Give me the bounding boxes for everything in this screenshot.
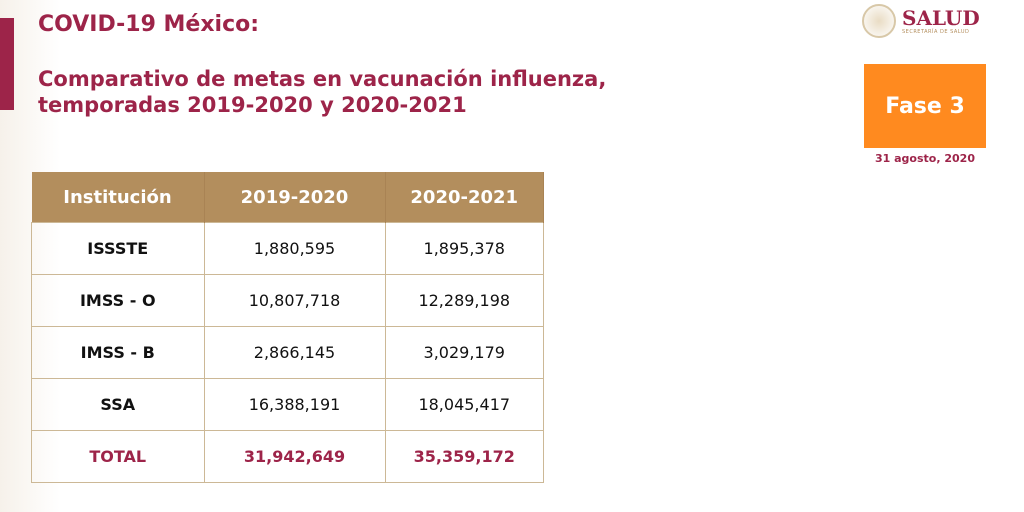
cell: 1,880,595 (203, 222, 386, 275)
table-header: Institución 2019-2020 2020-2021 (31, 172, 544, 223)
page-title: COVID-19 México: (38, 12, 260, 37)
cell: 10,807,718 (203, 274, 386, 327)
salud-logo: SALUD SECRETARÍA DE SALUD (862, 4, 980, 38)
cell: 16,388,191 (203, 378, 386, 431)
logo-name: SALUD (902, 6, 980, 30)
cell: IMSS - B (31, 326, 205, 379)
cell: 18,045,417 (384, 378, 544, 431)
cell: ISSSTE (31, 222, 205, 275)
table-row: IMSS - O 10,807,718 12,289,198 (31, 274, 544, 327)
page-subtitle: Comparativo de metas en vacunación influ… (38, 67, 607, 117)
cell: SSA (31, 378, 205, 431)
cell: 31,942,649 (203, 430, 386, 483)
header-cell: 2020-2021 (385, 172, 544, 223)
phase-badge: Fase 3 (864, 64, 986, 148)
vaccination-table: Institución 2019-2020 2020-2021 ISSSTE 1,… (31, 172, 544, 483)
header-cell: Institución (31, 172, 205, 223)
header-cell: 2019-2020 (204, 172, 386, 223)
accent-bar (0, 18, 14, 110)
date-label: 31 agosto, 2020 (875, 152, 975, 165)
cell: 35,359,172 (384, 430, 544, 483)
cell: 12,289,198 (384, 274, 544, 327)
seal-icon (862, 4, 896, 38)
table-row: IMSS - B 2,866,145 3,029,179 (31, 326, 544, 379)
cell: 2,866,145 (203, 326, 386, 379)
logo-sub: SECRETARÍA DE SALUD (902, 29, 970, 35)
cell: 3,029,179 (384, 326, 544, 379)
cell: 1,895,378 (384, 222, 544, 275)
cell: IMSS - O (31, 274, 205, 327)
cell: TOTAL (31, 430, 205, 483)
table-row: SSA 16,388,191 18,045,417 (31, 378, 544, 431)
table-row: ISSSTE 1,880,595 1,895,378 (31, 222, 544, 275)
total-row: TOTAL 31,942,649 35,359,172 (31, 430, 544, 483)
